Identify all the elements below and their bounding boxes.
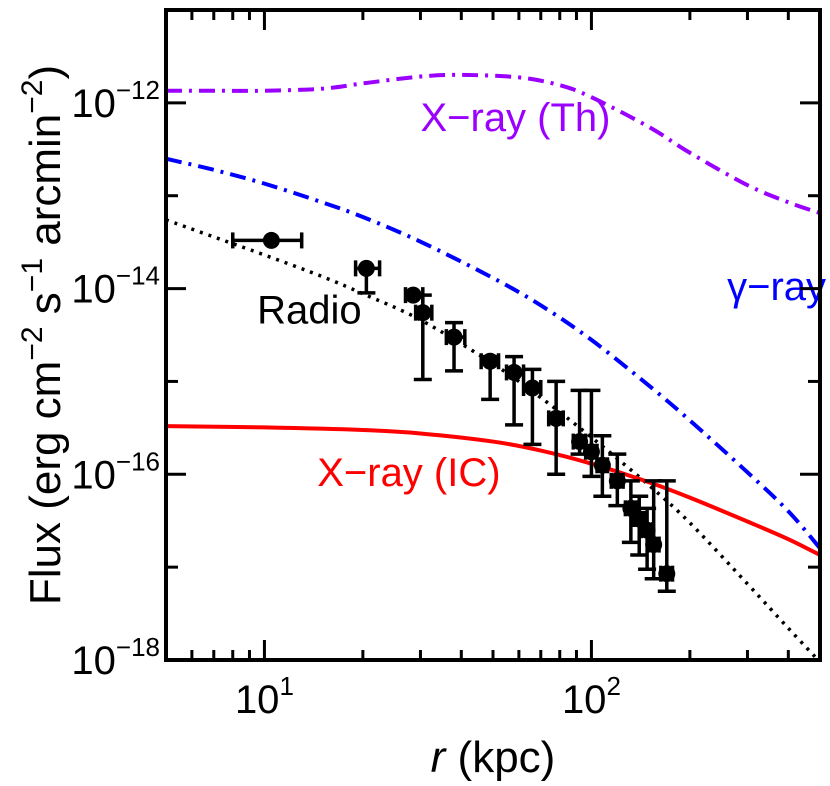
y-axis-label-text: s — [21, 292, 70, 326]
x-axis-label-rest: (kpc) — [445, 733, 555, 782]
data-marker — [582, 443, 600, 461]
y-tick-label: 10−12 — [71, 75, 160, 126]
data-marker — [593, 456, 611, 474]
y-tick-label: 10−16 — [71, 446, 160, 497]
data-marker — [608, 472, 626, 490]
tick-base: 10 — [71, 453, 116, 497]
data-point-2 — [353, 259, 382, 295]
data-marker — [523, 379, 541, 397]
y-axis-label-exponent: −2 — [16, 80, 49, 114]
y-axis-label: Flux (erg cm−2 s−1 arcmin−2) — [16, 65, 70, 605]
y-tick-label: 10−18 — [71, 632, 160, 683]
series-layer — [166, 72, 820, 660]
tick-base: 10 — [71, 639, 116, 683]
data-point-17 — [644, 479, 663, 581]
data-marker — [481, 352, 499, 370]
tick-base: 10 — [562, 678, 607, 722]
y-axis-label-text: arcmin — [21, 114, 70, 258]
data-point-7 — [504, 354, 526, 427]
data-marker — [445, 328, 463, 346]
series-label-radio: Radio — [257, 289, 362, 333]
tick-exponent: 1 — [279, 671, 293, 701]
tick-exponent: −14 — [116, 261, 160, 291]
data-marker — [262, 231, 280, 249]
data-point-9 — [546, 379, 566, 477]
data-marker — [357, 259, 375, 277]
data-point-18 — [657, 479, 676, 594]
tick-base: 10 — [71, 268, 116, 312]
data-point-1 — [230, 231, 304, 249]
tick-exponent: −12 — [116, 75, 160, 105]
tick-exponent: 2 — [606, 671, 620, 701]
y-axis-label-exponent: −2 — [16, 326, 49, 360]
data-point-11 — [582, 388, 601, 479]
data-marker — [645, 536, 663, 554]
data-marker — [505, 363, 523, 381]
data-point-12 — [593, 434, 612, 499]
y-tick-label: 10−14 — [71, 261, 160, 312]
y-axis-label-text: ) — [21, 65, 70, 80]
series-line-x-ray-th — [166, 72, 820, 215]
data-marker — [414, 304, 432, 322]
tick-exponent: −16 — [116, 446, 160, 476]
x-tick-label: 101 — [235, 671, 294, 722]
data-point-4 — [413, 293, 434, 382]
x-tick-label: 102 — [562, 671, 621, 722]
data-point-14 — [621, 479, 640, 545]
tick-base: 10 — [235, 678, 280, 722]
ticks-layer — [164, 10, 822, 662]
series-line-ray — [166, 156, 820, 550]
x-axis-label-italic: r — [431, 733, 448, 782]
x-axis-label: r (kpc) — [431, 733, 556, 782]
tick-exponent: −18 — [116, 632, 160, 662]
data-point-5 — [444, 320, 467, 373]
data-marker — [547, 409, 565, 427]
data-point-8 — [521, 367, 543, 447]
series-label-x-ray-th: X−ray (Th) — [420, 96, 610, 140]
data-marker — [404, 286, 422, 304]
series-label-x-ray-ic: X−ray (IC) — [317, 451, 500, 495]
data-marker — [638, 521, 656, 539]
y-axis-label-exponent: −1 — [16, 258, 49, 292]
data-marker — [658, 565, 676, 583]
y-axis-label-text: Flux (erg cm — [21, 361, 70, 605]
series-line-x-ray-ic — [166, 424, 820, 557]
series-line-radio — [166, 218, 820, 660]
data-point-6 — [479, 352, 501, 402]
data-marker — [571, 433, 589, 451]
data-points-layer — [230, 231, 676, 594]
tick-base: 10 — [71, 82, 116, 126]
